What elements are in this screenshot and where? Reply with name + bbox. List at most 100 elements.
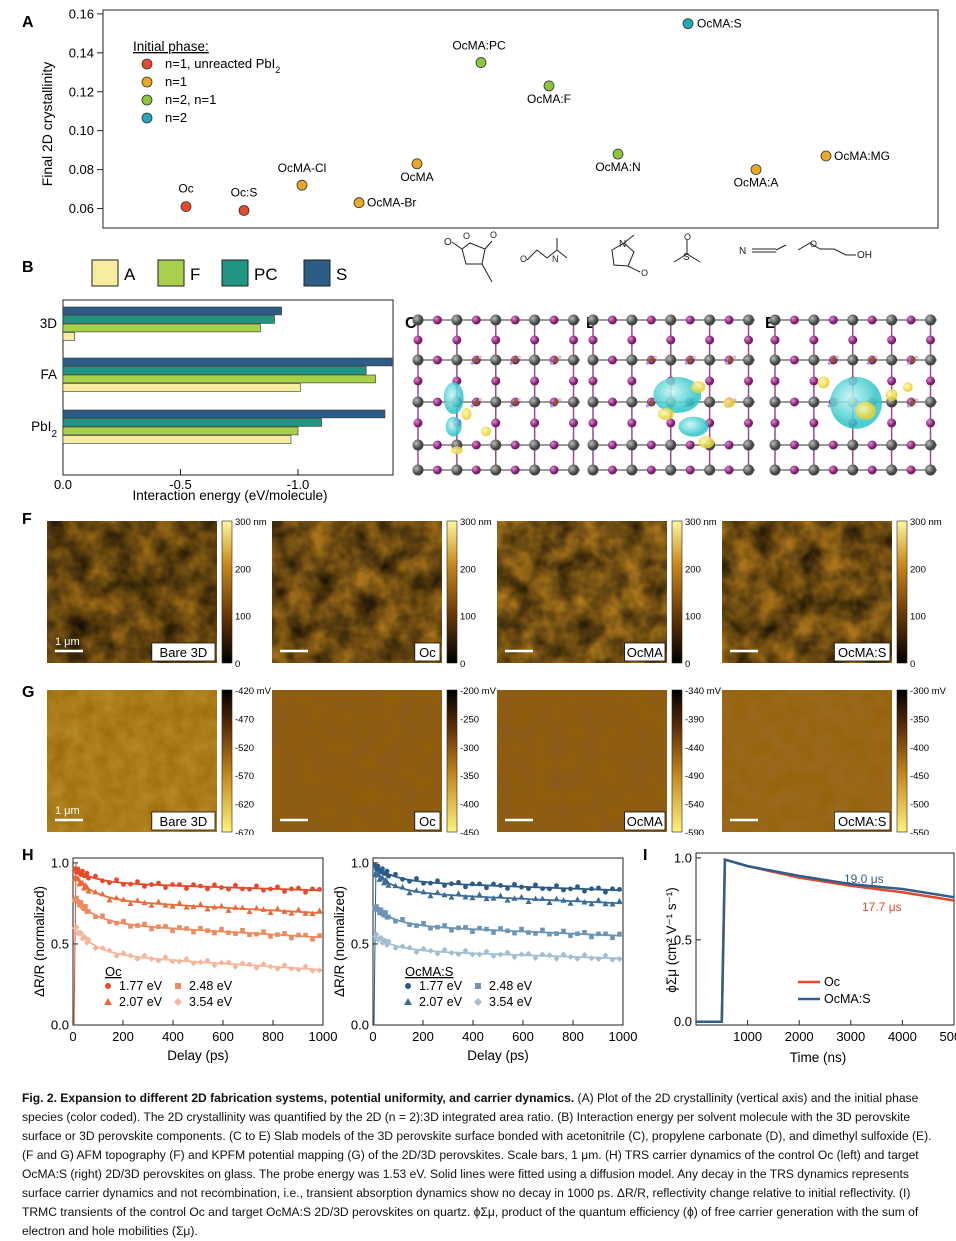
data-point — [80, 868, 85, 874]
data-point — [148, 902, 155, 908]
data-point — [750, 164, 762, 176]
data-point — [448, 894, 455, 900]
trs-plot-oc: 0 200 400 600 800 1000 0.0 0.5 1.0 ΔR/R (normaliz… — [32, 855, 337, 1063]
iodine-atom — [867, 315, 877, 325]
data-point — [596, 885, 601, 891]
data-point — [170, 882, 175, 888]
y-tick-label: 0.12 — [69, 84, 94, 99]
map-label-box — [624, 642, 666, 662]
svg-text:N: N — [739, 246, 746, 257]
charge-depletion-cloud — [443, 382, 464, 415]
data-point — [309, 967, 316, 974]
data-point — [275, 884, 280, 890]
data-point — [456, 879, 461, 885]
legend-marker — [174, 998, 182, 1006]
pb-atom — [769, 396, 781, 408]
colorbar-tick-label: -620 — [235, 800, 254, 811]
pb-atom — [626, 314, 638, 326]
colorbar — [221, 520, 233, 664]
data-point — [596, 931, 601, 937]
slab-acetonitrile — [412, 314, 580, 476]
data-point — [547, 886, 552, 892]
data-point — [85, 887, 92, 894]
iodine-atom — [724, 440, 734, 450]
pb-atom — [529, 314, 541, 326]
data-point — [435, 878, 440, 884]
annot-ocmas: 19.0 μs — [844, 872, 884, 886]
colorbar-tick-label: -590 — [685, 828, 704, 835]
pb-atom — [769, 464, 781, 476]
pb-atom — [925, 396, 937, 408]
molecule-atom — [915, 355, 919, 359]
data-point — [238, 205, 250, 216]
point-label: OcMA:N — [595, 160, 640, 174]
data-point — [303, 889, 308, 895]
legend-marker — [475, 983, 481, 989]
legend-marker — [404, 998, 412, 1005]
data-point — [455, 951, 462, 958]
iodine-atom — [627, 418, 637, 428]
data-point — [603, 931, 608, 937]
data-point — [246, 908, 253, 915]
data-point — [386, 873, 391, 879]
molecule-atom — [645, 361, 649, 365]
panel-h-letter: H — [22, 847, 34, 864]
data-point — [610, 935, 615, 941]
data-point — [317, 933, 322, 938]
legend-label: 3.54 eV — [189, 995, 233, 1009]
data-point — [247, 886, 252, 892]
data-point — [211, 904, 218, 910]
molecule-atom — [553, 357, 559, 363]
x-tick-label: 1000 — [309, 1029, 338, 1044]
data-point — [212, 882, 217, 888]
data-point — [505, 886, 510, 891]
iodine-atom — [607, 465, 617, 475]
data-point — [267, 909, 274, 915]
legend-marker — [105, 983, 111, 989]
data-point — [533, 931, 538, 936]
data-point — [441, 891, 448, 898]
charge-accumulation-cloud — [855, 401, 876, 420]
colorbar-tick-label: -520 — [235, 743, 254, 754]
data-point — [385, 882, 392, 888]
data-point — [574, 955, 581, 962]
pb-atom — [743, 354, 755, 366]
annot-oc: 17.7 μs — [862, 900, 902, 914]
data-point — [539, 895, 546, 902]
data-point — [78, 929, 84, 936]
data-point — [609, 956, 616, 963]
data-point — [491, 930, 496, 935]
data-point — [75, 875, 81, 881]
pb-atom — [808, 439, 820, 451]
data-point — [246, 961, 253, 968]
colorbar-tick-label: 200 — [685, 564, 701, 575]
charge-accumulation-cloud — [698, 436, 715, 449]
iodine-atom — [906, 440, 916, 450]
scale-bar-label: 1 μm — [55, 805, 80, 817]
data-point — [582, 888, 587, 894]
data-point — [81, 906, 87, 912]
data-point — [560, 897, 567, 903]
data-point — [190, 960, 197, 967]
bar — [62, 426, 299, 436]
y-tick-label: 0.08 — [69, 162, 94, 177]
x-tick-label: 600 — [212, 1029, 234, 1044]
bar — [62, 306, 282, 316]
charge-depletion-cloud — [678, 416, 709, 437]
data-point — [295, 906, 302, 912]
charge-accumulation-cloud — [691, 381, 706, 394]
data-point — [100, 913, 105, 919]
legend-label: n=2, n=1 — [165, 92, 216, 107]
map-label: Oc — [419, 814, 436, 829]
data-point — [93, 873, 98, 879]
data-point — [414, 876, 419, 881]
molecule-atom — [509, 404, 513, 408]
colorbar — [446, 689, 458, 833]
pb-atom — [847, 314, 859, 326]
colorbar-tick-label: -400 — [460, 800, 479, 811]
data-point — [539, 951, 546, 958]
legend-label: PC — [254, 265, 278, 284]
data-point — [169, 903, 176, 909]
colorbar-tick-label: -300 mV — [910, 686, 947, 697]
map-label-box — [834, 811, 891, 831]
